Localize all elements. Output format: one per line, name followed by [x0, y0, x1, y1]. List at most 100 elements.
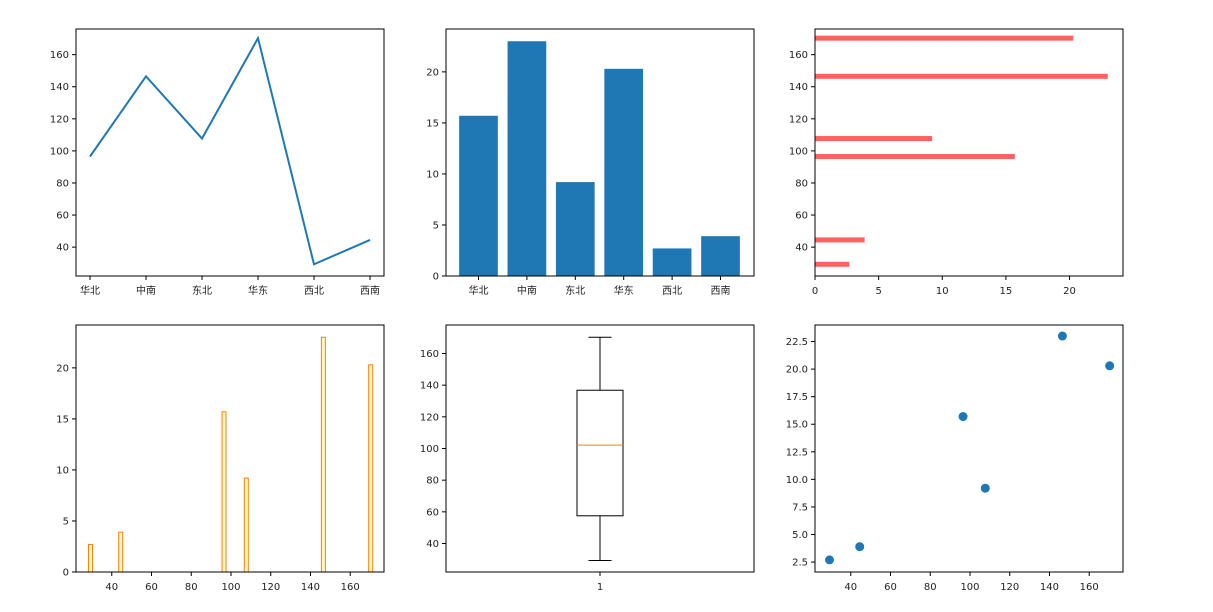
barh-5: [815, 237, 865, 243]
y-tick-label-5-1: 60: [426, 507, 439, 518]
x-tick-label-1-1: 中南: [136, 284, 156, 297]
y-tick-label-3-5: 140: [789, 82, 808, 93]
x-tick-label-3-3: 15: [1000, 286, 1013, 297]
x-tick-label-4-4: 120: [261, 582, 280, 593]
x-tick-label-1-4: 西北: [304, 285, 324, 297]
chart-boxplot: 40 60 80 100 120 140 160 1: [420, 324, 755, 593]
x-tick-label-3-1: 5: [875, 286, 881, 297]
chart-barh: 40 60 80 100 120 140 160 0 5 10 15 20: [789, 28, 1124, 297]
y-tick-label-4-4: 20: [56, 363, 69, 374]
outlined-bar-3: [368, 364, 374, 573]
x-tick-label-4-1: 60: [145, 582, 158, 593]
y-tick-label-3-0: 40: [795, 243, 808, 254]
y-tick-label-2-2: 10: [426, 169, 439, 180]
barh-3: [815, 35, 1074, 41]
y-tick-label-1-1: 60: [56, 211, 69, 222]
axes-frame-1: [75, 28, 385, 277]
y-tick-label-3-6: 160: [789, 50, 808, 61]
x-tick-label-6-2: 80: [924, 582, 937, 593]
x-tick-label-6-0: 40: [844, 582, 857, 593]
y-tick-label-6-3: 10.0: [786, 475, 808, 486]
bar-1: [507, 41, 547, 277]
x-tick-label-3-4: 20: [1063, 286, 1076, 297]
y-tick-label-4-2: 10: [56, 465, 69, 476]
bar-3: [604, 68, 644, 276]
barh-2: [815, 136, 933, 142]
y-tick-label-5-6: 160: [420, 349, 439, 360]
chart-outlined-bars: 0 5 10 15 20 40 60 80 100 120 140 160: [56, 324, 385, 593]
x-tick-label-4-6: 160: [341, 582, 360, 593]
line-series: [89, 35, 371, 266]
y-tick-label-1-0: 40: [56, 243, 69, 254]
y-tick-label-1-3: 100: [50, 146, 69, 157]
barh-0: [815, 154, 1015, 160]
y-tick-label-6-5: 15.0: [786, 420, 808, 431]
x-tick-label-6-3: 100: [960, 582, 979, 593]
y-tick-label-6-0: 2.5: [792, 558, 808, 569]
x-tick-label-6-1: 60: [884, 582, 897, 593]
x-tick-label-4-5: 140: [301, 582, 320, 593]
y-tick-label-2-4: 20: [426, 67, 439, 78]
y-tick-label-6-2: 7.5: [792, 502, 808, 513]
outlined-bar-2: [243, 477, 249, 573]
y-tick-label-5-2: 80: [426, 476, 439, 487]
x-tick-label-2-5: 西南: [711, 284, 731, 297]
x-tick-label-1-2: 东北: [192, 284, 212, 297]
bar-4: [652, 248, 692, 276]
scatter-point-2: [980, 483, 990, 493]
y-tick-label-1-6: 160: [50, 50, 69, 61]
y-tick-label-4-1: 5: [63, 516, 69, 527]
y-tick-label-2-1: 5: [433, 220, 439, 231]
y-tick-label-1-5: 140: [50, 82, 69, 93]
chart-scatter: 2.5 5.0 7.5 10.0 12.5 15.0 17.5 20.0 22.5 40 60 80 1…: [786, 324, 1124, 593]
y-tick-label-6-6: 17.5: [786, 392, 808, 403]
x-tick-label-2-1: 中南: [517, 284, 537, 297]
y-tick-label-5-4: 120: [420, 412, 439, 423]
x-tick-label-6-4: 120: [1000, 582, 1019, 593]
y-tick-label-2-0: 0: [433, 272, 439, 283]
outlined-bar-5: [118, 531, 124, 573]
outlined-bar-4: [88, 543, 94, 573]
x-tick-label-1-0: 华北: [80, 284, 100, 297]
axes-frame-2: [445, 28, 755, 277]
x-tick-label-2-0: 华北: [469, 284, 489, 297]
y-tick-label-2-3: 15: [426, 118, 439, 129]
x-tick-label-2-4: 西北: [662, 285, 682, 297]
y-tick-label-6-4: 12.5: [786, 447, 808, 458]
y-tick-label-3-3: 100: [789, 146, 808, 157]
x-tick-label-2-3: 华东: [614, 284, 634, 297]
y-tick-label-3-2: 80: [795, 178, 808, 189]
bar-5: [701, 236, 740, 276]
outlined-bar-0: [221, 411, 227, 573]
y-tick-label-1-4: 120: [50, 114, 69, 125]
bar-0: [459, 115, 498, 276]
y-tick-label-5-0: 40: [426, 539, 439, 550]
x-tick-label-6-6: 160: [1080, 582, 1099, 593]
bar-2: [555, 182, 595, 276]
x-tick-label-2-2: 东北: [565, 284, 585, 297]
y-tick-label-4-0: 0: [63, 568, 69, 579]
axes-frame-4: [75, 324, 385, 573]
scatter-point-3: [1105, 361, 1115, 371]
y-tick-label-1-2: 80: [56, 178, 69, 189]
x-tick-label-4-3: 100: [221, 582, 240, 593]
x-tick-label-5-0: 1: [597, 582, 603, 593]
axes-frame-6: [814, 324, 1124, 573]
barh-4: [815, 261, 850, 267]
y-tick-label-6-8: 22.5: [786, 337, 808, 348]
x-tick-label-4-0: 40: [105, 582, 118, 593]
scatter-point-1: [1057, 331, 1067, 341]
x-tick-label-6-5: 140: [1040, 582, 1059, 593]
x-tick-label-3-0: 0: [812, 286, 818, 297]
outlined-bar-1: [320, 336, 326, 573]
y-tick-label-3-1: 60: [795, 211, 808, 222]
y-tick-label-4-3: 15: [56, 414, 69, 425]
y-tick-label-6-7: 20.0: [786, 365, 808, 376]
scatter-point-0: [958, 412, 968, 422]
chart-bar-by-region: 0 5 10 15 20 华北 中南 东北 华东 西北 西南: [426, 28, 755, 297]
x-tick-label-4-2: 80: [185, 582, 198, 593]
y-tick-label-6-1: 5.0: [792, 530, 808, 541]
y-tick-label-5-3: 100: [420, 444, 439, 455]
x-tick-label-3-2: 10: [936, 286, 949, 297]
barh-1: [815, 73, 1108, 79]
